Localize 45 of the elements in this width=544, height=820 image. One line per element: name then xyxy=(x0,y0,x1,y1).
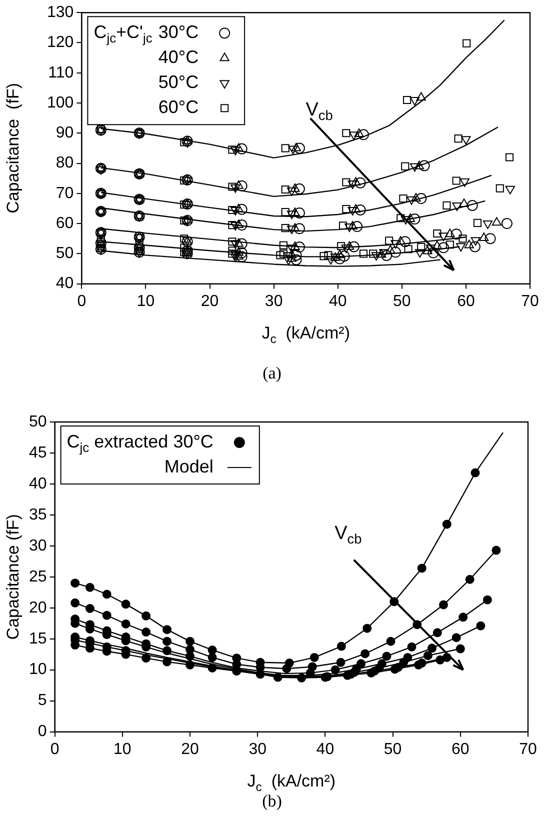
y-tick-label: 0 xyxy=(38,723,47,740)
text: (a) xyxy=(262,363,282,382)
x-tick-label: 60 xyxy=(452,740,470,758)
y-tick-label: 50 xyxy=(56,245,74,262)
legend-label: 30°C xyxy=(158,22,199,42)
y-tick-label: 20 xyxy=(29,599,47,616)
y-tick-label: 30 xyxy=(29,537,47,554)
y-tick-label: 10 xyxy=(29,661,47,678)
y-tick-label: 70 xyxy=(56,184,74,202)
y-tick-label: 15 xyxy=(29,630,47,648)
x-tick-label: 10 xyxy=(114,740,132,758)
x-tick-label: 70 xyxy=(521,292,539,310)
legend-label: Model xyxy=(164,456,214,476)
legend-label: 40°C xyxy=(158,47,199,68)
y-tick-label: 110 xyxy=(48,64,74,82)
x-tick-label: 50 xyxy=(384,740,402,758)
y-tick-label: 130 xyxy=(46,4,74,22)
y-tick-label: 50 xyxy=(29,413,47,430)
x-tick-label: 70 xyxy=(519,740,537,758)
y-tick-label: 80 xyxy=(56,154,74,172)
y-tick-label: 100 xyxy=(46,94,74,112)
legend-label: 60°C xyxy=(158,97,199,118)
y-tick-label: 40 xyxy=(56,275,74,292)
y-tick-label: 45 xyxy=(29,444,47,462)
x-tick-label: 20 xyxy=(200,292,219,310)
legend-label: 50°C xyxy=(158,72,199,92)
text: (b) xyxy=(262,791,282,810)
y-tick-label: 90 xyxy=(56,124,74,142)
x-tick-label: 30 xyxy=(264,292,283,310)
x-tick-label: 20 xyxy=(181,740,199,758)
x-tick-label: 50 xyxy=(393,292,411,310)
x-tick-label: 60 xyxy=(457,292,475,310)
x-tick-label: 0 xyxy=(77,292,86,310)
y-tick-label: 35 xyxy=(29,506,47,524)
x-tick-label: 40 xyxy=(316,740,334,758)
y-tick-label: 60 xyxy=(56,214,74,232)
x-tick-label: 30 xyxy=(248,740,267,758)
y-tick-label: 25 xyxy=(29,568,47,586)
x-tick-label: 40 xyxy=(328,292,347,310)
x-tick-label: 10 xyxy=(136,292,155,310)
y-tick-label: 120 xyxy=(46,34,74,52)
y-tick-label: 5 xyxy=(38,692,47,710)
y-axis-title: Capacitance (fF) xyxy=(4,83,23,214)
y-tick-label: 40 xyxy=(29,475,47,492)
y-axis-title: Capacitance (fF) xyxy=(4,514,23,640)
